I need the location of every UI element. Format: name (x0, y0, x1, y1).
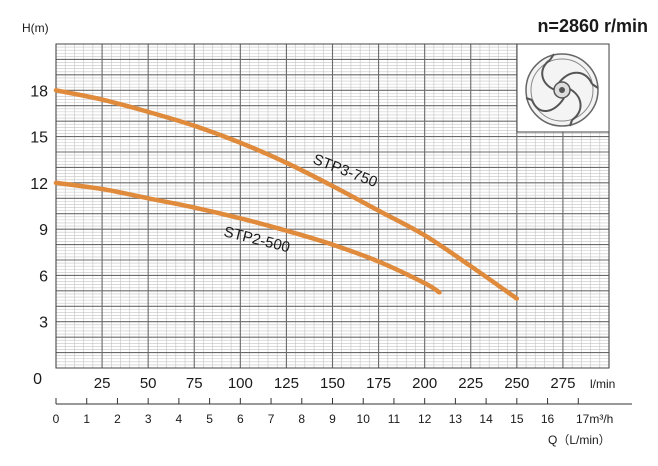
x-tick-label-m3h: 10 (357, 412, 371, 426)
plot-frame (55, 43, 610, 369)
x-axis-title: Q（L/min） (548, 433, 611, 447)
y-tick-label: 0 (33, 371, 42, 388)
x-tick-label-m3h: 13 (449, 412, 463, 426)
x-tick-label-m3h: 7 (268, 412, 275, 426)
series-line-stp2-500 (53, 180, 442, 295)
x-tick-label-lmin: 200 (412, 375, 437, 392)
y-tick-label: 3 (39, 315, 48, 332)
x-tick-labels-lmin: 25 50 75 100 125 150 175 200 225 250 275 (94, 375, 576, 392)
x-tick-label-m3h: 8 (298, 412, 305, 426)
x-tick-label-lmin: 175 (366, 375, 391, 392)
x-tick-label-m3h: 3 (145, 412, 152, 426)
x-tick-label-m3h: 14 (479, 412, 493, 426)
x-tick-label-m3h: 2 (114, 412, 121, 426)
x-tick-label-m3h: 15 (510, 412, 524, 426)
x-tick-label-lmin: 25 (94, 375, 111, 392)
y-tick-labels: 0 3 6 9 12 15 18 (30, 83, 48, 388)
impeller-icon (525, 53, 599, 127)
chart-title: n=2860 r/min (537, 16, 648, 36)
x-unit-m3h: 17m³/h (576, 412, 613, 426)
x-tick-label-m3h: 9 (329, 412, 336, 426)
y-tick-label: 12 (30, 176, 48, 193)
x-unit-lmin: l/min (590, 377, 615, 391)
y-tick-label: 9 (39, 222, 48, 239)
series-line-stp3-750 (53, 88, 520, 301)
x-tick-label-m3h: 12 (418, 412, 432, 426)
x-tick-label-lmin: 275 (550, 375, 575, 392)
x-tick-label-lmin: 250 (504, 375, 529, 392)
impeller-inset (516, 43, 610, 133)
x-tick-label-m3h: 1 (83, 412, 90, 426)
x-tick-label-lmin: 50 (140, 375, 157, 392)
x-tick-label-m3h: 11 (388, 412, 401, 426)
x-tick-label-lmin: 225 (458, 375, 483, 392)
x-tick-label-lmin: 100 (228, 375, 253, 392)
x-tick-label-m3h: 6 (237, 412, 244, 426)
x-tick-label-m3h: 0 (53, 412, 60, 426)
y-axis-title: H(m) (22, 21, 49, 35)
y-tick-label: 6 (39, 268, 48, 285)
x-tick-label-lmin: 125 (274, 375, 299, 392)
y-tick-label: 15 (30, 130, 48, 147)
y-tick-label: 18 (30, 83, 48, 100)
x-tick-label-m3h: 5 (206, 412, 213, 426)
x-tick-label-m3h: 4 (176, 412, 183, 426)
x-tick-label-m3h: 16 (541, 412, 555, 426)
x-tick-label-lmin: 75 (186, 375, 203, 392)
x-tick-labels-m3h: 0 1 2 3 4 5 6 7 8 9 10 11 12 13 14 15 16 (53, 398, 579, 426)
x-tick-label-lmin: 150 (320, 375, 345, 392)
